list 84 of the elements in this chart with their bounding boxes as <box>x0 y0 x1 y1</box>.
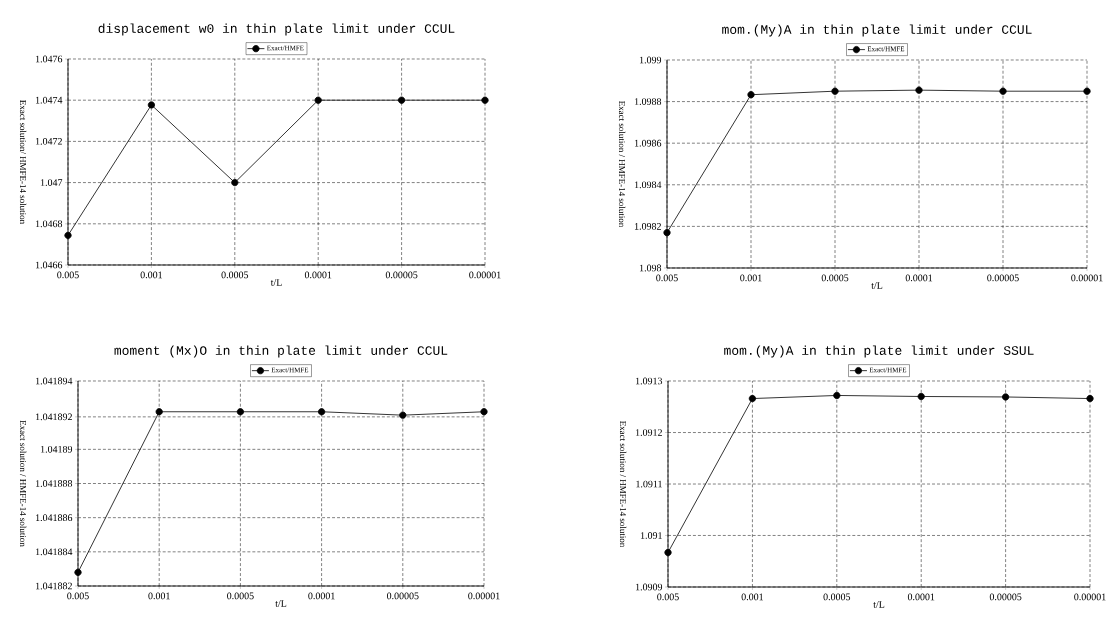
x-tick-label: 0.0005 <box>221 271 249 279</box>
y-tick-label: 1.098 <box>639 264 662 272</box>
y-tick-label: 1.091 <box>640 532 662 539</box>
y-axis-title: Exact solution / HMFE-14 solution <box>619 421 627 548</box>
x-tick-label: 0.00005 <box>385 271 418 279</box>
x-tick-label: 0.0005 <box>227 592 254 600</box>
x-tick-label: 0.00005 <box>386 592 419 600</box>
x-tick-label: 0.0005 <box>821 274 849 282</box>
point <box>231 178 239 187</box>
x-tick-label: 0.001 <box>741 593 764 601</box>
y-axis-title: Exact solution / HMFE-14 solution <box>19 420 27 547</box>
point <box>147 101 155 109</box>
y-tick-label: 1.0913 <box>635 377 663 385</box>
x-tick-label: 0.001 <box>140 271 163 279</box>
x-tick-label: 0.0001 <box>304 271 332 279</box>
y-tick-label: 1.041886 <box>35 514 73 522</box>
point <box>917 392 925 401</box>
x-axis-title: t/L <box>275 600 287 607</box>
y-tick-label: 1.041882 <box>35 582 72 590</box>
y-tick-label: 1.0988 <box>634 98 662 105</box>
y-tick-label: 1.0986 <box>634 139 662 147</box>
point <box>480 408 488 416</box>
point <box>481 96 489 104</box>
y-tick-label: 1.0474 <box>35 96 63 104</box>
x-tick-label: 0.0005 <box>823 593 851 601</box>
point <box>155 408 163 416</box>
point <box>915 86 923 94</box>
point <box>833 391 841 400</box>
x-axis-title: t/L <box>270 279 282 286</box>
y-tick-label: 1.041888 <box>35 480 73 487</box>
x-tick-label: 0.005 <box>67 592 89 600</box>
x-tick-label: 0.005 <box>57 271 79 279</box>
chart-title: displacement w0 in thin plate limit under CCUL <box>98 23 455 36</box>
x-tick-label: 0.00005 <box>987 274 1019 282</box>
y-tick-label: 1.0909 <box>635 583 663 591</box>
point <box>748 394 757 403</box>
point <box>399 411 407 419</box>
point <box>747 91 755 99</box>
x-tick-label: 0.00001 <box>468 592 500 600</box>
point <box>64 231 72 239</box>
y-tick-label: 1.041892 <box>35 413 72 421</box>
x-tick-label: 0.00001 <box>469 271 501 279</box>
point <box>74 568 82 576</box>
point <box>831 87 839 95</box>
point <box>1086 394 1094 403</box>
y-tick-label: 1.0911 <box>636 480 662 488</box>
y-tick-label: 1.0472 <box>35 138 62 145</box>
point <box>1002 393 1010 401</box>
x-tick-label: 0.001 <box>148 592 170 600</box>
y-tick-label: 1.041894 <box>35 377 73 385</box>
chart-title: mom.(My)A in thin plate limit under CCUL <box>722 24 1032 37</box>
point <box>236 408 244 416</box>
y-tick-label: 1.0466 <box>35 261 63 269</box>
y-tick-label: 1.04189 <box>40 445 73 453</box>
x-tick-label: 0.00001 <box>1074 593 1106 601</box>
y-tick-label: 1.047 <box>40 179 63 186</box>
point <box>999 87 1007 95</box>
x-tick-label: 0.00005 <box>989 593 1022 601</box>
x-tick-label: 0.005 <box>657 593 679 601</box>
chart-title: moment (Mx)O in thin plate limit under CCUL <box>114 345 448 358</box>
point <box>314 96 322 104</box>
y-tick-label: 1.099 <box>639 56 662 64</box>
x-axis-title: t/L <box>871 282 883 289</box>
y-tick-label: 1.0476 <box>35 55 63 63</box>
x-tick-label: 0.00001 <box>1071 274 1103 282</box>
y-tick-label: 1.0912 <box>635 429 662 436</box>
y-axis-title: Exact solution/ HMFE-14 solution <box>19 100 27 224</box>
point <box>664 548 672 557</box>
y-tick-label: 1.0982 <box>634 223 661 230</box>
x-tick-label: 0.001 <box>740 274 762 282</box>
x-tick-label: 0.0001 <box>907 593 935 601</box>
point <box>663 229 671 237</box>
chart-title: mom.(My)A in thin plate limit under SSUL <box>724 345 1034 358</box>
x-tick-label: 0.005 <box>656 274 678 282</box>
y-tick-label: 1.0984 <box>634 181 662 189</box>
x-tick-label: 0.0001 <box>308 592 335 600</box>
x-tick-label: 0.0001 <box>905 274 933 282</box>
x-axis-title: t/L <box>873 601 885 608</box>
point <box>1083 87 1091 95</box>
y-axis-title: Exact solution / HMFE-14 solution <box>618 101 626 228</box>
y-tick-label: 1.041884 <box>35 548 73 556</box>
point <box>318 408 326 416</box>
point <box>398 96 406 104</box>
y-tick-label: 1.0468 <box>35 220 63 228</box>
